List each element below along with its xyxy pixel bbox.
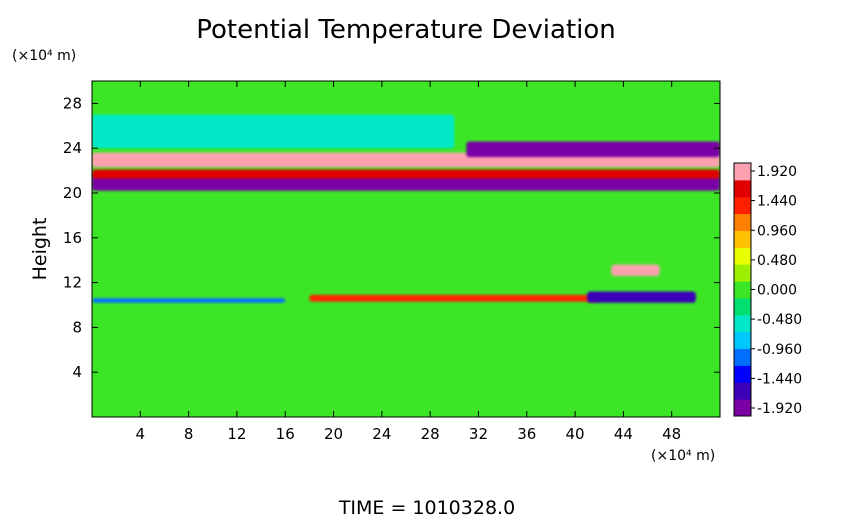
colorbar: 1.920 1.440 0.960 0.480 0.000 -0.480 -0.960 -1.…	[733, 162, 802, 417]
colorbar-label: -0.960	[757, 342, 802, 358]
colorbar-segment	[734, 230, 751, 248]
x-tick-label: 28	[421, 425, 440, 443]
colorbar-label: 1.920	[757, 164, 797, 180]
y-tick-label: 8	[72, 318, 82, 336]
x-tick-label: 8	[184, 425, 194, 443]
x-tick-label: 12	[227, 425, 246, 443]
x-tick-label: 4	[136, 425, 146, 443]
feature-lower-cold-line	[92, 298, 286, 303]
y-tick-label: 12	[63, 274, 82, 292]
plot-frame	[91, 80, 721, 418]
x-tick-label: 20	[324, 425, 343, 443]
plot-area	[92, 81, 720, 417]
colorbar-segment	[734, 196, 751, 215]
colorbar-label: 1.440	[757, 194, 797, 210]
time-label: TIME = 1010328.0	[338, 497, 515, 519]
y-tick-label: 20	[63, 184, 82, 202]
colorbar-segment	[734, 365, 751, 383]
y-tick-label: 4	[72, 363, 82, 381]
feature-lower-right-warm-patch	[611, 264, 660, 276]
colorbar-segment	[734, 314, 751, 333]
colorbar-segment	[734, 297, 751, 316]
colorbar-label: -1.920	[757, 401, 802, 417]
y-tick-label: 28	[63, 94, 82, 112]
feature-lower-right-cold-patch	[587, 291, 696, 303]
contour-features	[92, 114, 720, 303]
feature-upper-right-cold-lobe	[466, 141, 720, 158]
feature-middle-warm-band	[92, 169, 720, 179]
y-axis: 4 8 12 16 20 24 28	[63, 94, 720, 381]
colorbar-segment	[734, 179, 751, 198]
y-axis-label: Height	[29, 218, 51, 281]
feature-lower-warm-line	[309, 294, 600, 302]
x-tick-label: 44	[614, 425, 633, 443]
x-axis: 4 8 12 16 20 24 28 32 36 40 44 48	[136, 81, 681, 443]
x-tick-label: 36	[517, 425, 536, 443]
colorbar-segment	[734, 163, 751, 181]
colorbar-label: -0.480	[757, 312, 802, 328]
x-axis-unit: (×10⁴ m)	[651, 448, 715, 464]
colorbar-label: 0.960	[757, 223, 797, 239]
colorbar-label: -1.440	[757, 371, 802, 387]
colorbar-segment	[734, 348, 751, 366]
y-tick-label: 24	[63, 139, 82, 157]
colorbar-segment	[734, 382, 751, 400]
colorbar-segment	[734, 213, 751, 231]
colorbar-segment	[734, 331, 751, 350]
x-tick-label: 40	[566, 425, 585, 443]
feature-upper-cold-band	[92, 175, 720, 191]
colorbar-label: 0.000	[757, 283, 797, 299]
feature-upper-cyan-region	[92, 114, 455, 149]
colorbar-label: 0.480	[757, 253, 797, 269]
colorbar-segment	[734, 247, 751, 265]
colorbar-segment	[734, 399, 751, 417]
x-tick-label: 24	[372, 425, 391, 443]
x-tick-label: 16	[276, 425, 295, 443]
y-axis-unit: (×10⁴ m)	[12, 48, 76, 64]
y-tick-label: 16	[63, 229, 82, 247]
x-tick-label: 48	[662, 425, 681, 443]
colorbar-segment	[734, 264, 751, 282]
x-tick-label: 32	[469, 425, 488, 443]
colorbar-segment	[734, 281, 751, 299]
chart-title: Potential Temperature Deviation	[196, 15, 616, 45]
